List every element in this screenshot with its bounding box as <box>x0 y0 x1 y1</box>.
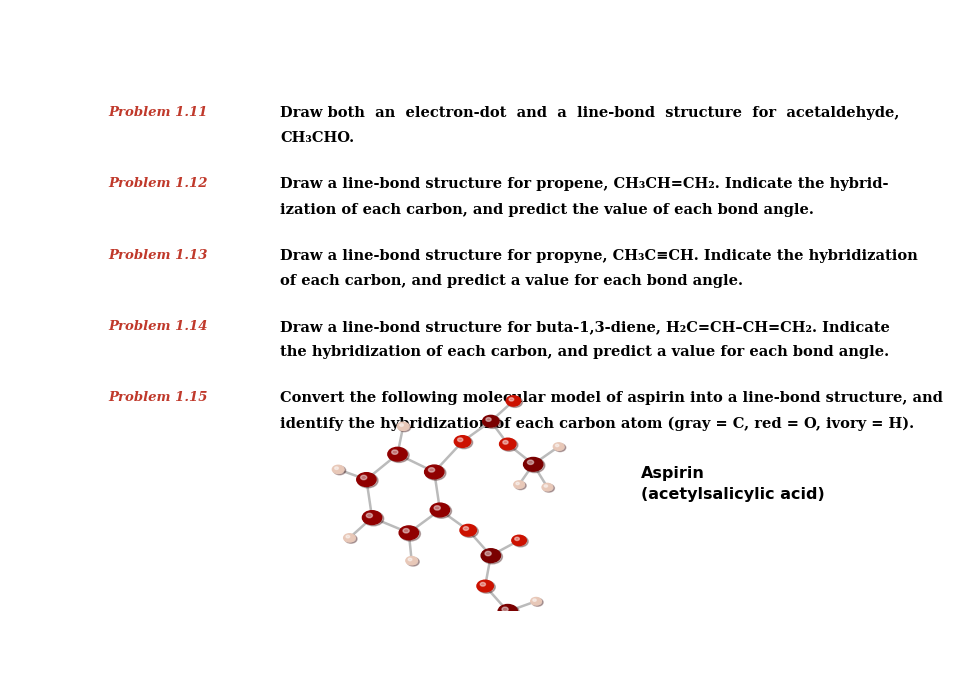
Text: Draw both  an  electron-dot  and  a  line-bond  structure  for  acetaldehyde,: Draw both an electron-dot and a line-bon… <box>280 106 900 120</box>
Circle shape <box>499 605 519 619</box>
Circle shape <box>480 582 486 586</box>
Circle shape <box>431 504 451 518</box>
Circle shape <box>523 458 543 471</box>
Circle shape <box>508 633 518 641</box>
Circle shape <box>533 599 537 602</box>
Circle shape <box>477 623 488 630</box>
Circle shape <box>485 552 492 556</box>
Circle shape <box>389 448 409 462</box>
Circle shape <box>515 537 519 541</box>
Text: Problem 1.12: Problem 1.12 <box>108 178 207 191</box>
Circle shape <box>424 465 444 479</box>
Text: Draw a line-bond structure for propene, CH₃CH=CH₂. Indicate the hybrid-: Draw a line-bond structure for propene, … <box>280 178 888 191</box>
Circle shape <box>332 465 344 473</box>
Circle shape <box>507 397 522 407</box>
Circle shape <box>399 424 403 427</box>
Circle shape <box>524 458 545 473</box>
Circle shape <box>512 535 526 545</box>
Circle shape <box>555 444 565 451</box>
Circle shape <box>510 634 520 642</box>
Circle shape <box>398 423 411 431</box>
Circle shape <box>500 439 517 451</box>
Circle shape <box>434 506 441 510</box>
Circle shape <box>484 416 501 429</box>
Circle shape <box>399 526 419 540</box>
Circle shape <box>503 440 508 444</box>
Circle shape <box>486 418 492 421</box>
Circle shape <box>498 604 517 618</box>
Text: the hybridization of each carbon, and predict a value for each bond angle.: the hybridization of each carbon, and pr… <box>280 345 889 359</box>
Circle shape <box>362 510 382 524</box>
Circle shape <box>403 528 409 533</box>
Circle shape <box>556 445 559 447</box>
Text: CH₃CHO.: CH₃CHO. <box>280 132 354 145</box>
Circle shape <box>502 607 508 611</box>
Circle shape <box>458 438 463 442</box>
Circle shape <box>482 549 502 564</box>
Circle shape <box>513 536 528 547</box>
Circle shape <box>479 624 483 627</box>
Circle shape <box>364 512 384 526</box>
Text: Draw a line-bond structure for propyne, CH₃C≡CH. Indicate the hybridization: Draw a line-bond structure for propyne, … <box>280 249 918 263</box>
Circle shape <box>542 484 553 491</box>
Circle shape <box>510 635 514 637</box>
Text: Draw a line-bond structure for buta-1,3-diene, H₂C=CH–CH=CH₂. Indicate: Draw a line-bond structure for buta-1,3-… <box>280 320 890 334</box>
Circle shape <box>514 481 524 488</box>
Circle shape <box>544 485 547 487</box>
Circle shape <box>527 460 534 464</box>
Circle shape <box>345 534 357 543</box>
Circle shape <box>478 581 495 593</box>
Circle shape <box>543 484 555 492</box>
Text: Aspirin
(acetylsalicylic acid): Aspirin (acetylsalicylic acid) <box>641 466 825 501</box>
Circle shape <box>499 438 516 450</box>
Circle shape <box>406 556 418 565</box>
Circle shape <box>392 450 397 454</box>
Circle shape <box>358 473 378 488</box>
Circle shape <box>532 598 543 606</box>
Text: of each carbon, and predict a value for each bond angle.: of each carbon, and predict a value for … <box>280 274 743 288</box>
Text: ization of each carbon, and predict the value of each bond angle.: ization of each carbon, and predict the … <box>280 203 814 217</box>
Circle shape <box>335 467 338 469</box>
Circle shape <box>428 468 435 472</box>
Circle shape <box>477 580 493 592</box>
Circle shape <box>407 558 420 566</box>
Circle shape <box>397 422 409 430</box>
Circle shape <box>455 436 472 449</box>
Circle shape <box>361 475 367 480</box>
Circle shape <box>461 525 478 537</box>
Circle shape <box>344 534 355 542</box>
Circle shape <box>506 396 520 406</box>
Circle shape <box>408 558 412 560</box>
Circle shape <box>553 442 564 450</box>
Circle shape <box>516 482 519 485</box>
Circle shape <box>388 447 407 461</box>
Text: Problem 1.15: Problem 1.15 <box>108 391 207 404</box>
Circle shape <box>509 398 514 401</box>
Circle shape <box>481 549 500 563</box>
Circle shape <box>531 598 541 605</box>
Circle shape <box>367 513 372 518</box>
Circle shape <box>478 624 490 632</box>
Circle shape <box>515 482 526 490</box>
Text: Convert the following molecular model of aspirin into a line-bond structure, and: Convert the following molecular model of… <box>280 391 943 405</box>
Circle shape <box>346 535 349 538</box>
Circle shape <box>430 503 449 517</box>
Circle shape <box>333 466 346 475</box>
Circle shape <box>460 524 476 536</box>
Circle shape <box>464 527 468 530</box>
Text: identify the hybridization of each carbon atom (gray = C, red = O, ivory = H).: identify the hybridization of each carbo… <box>280 416 914 431</box>
Circle shape <box>454 436 470 447</box>
Circle shape <box>425 466 445 480</box>
Text: Problem 1.14: Problem 1.14 <box>108 320 207 333</box>
Circle shape <box>483 416 499 427</box>
Circle shape <box>400 527 420 541</box>
Text: Problem 1.11: Problem 1.11 <box>108 106 207 119</box>
Circle shape <box>357 473 376 486</box>
Text: Problem 1.13: Problem 1.13 <box>108 249 207 262</box>
